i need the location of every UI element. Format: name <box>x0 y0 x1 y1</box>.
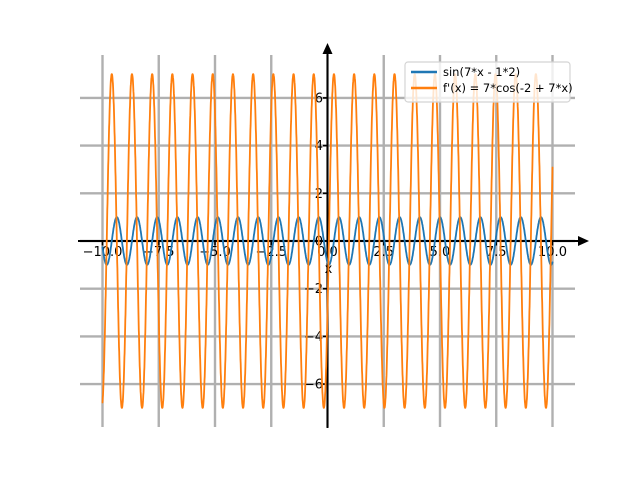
legend-label: f'(x) = 7*cos(-2 + 7*x) <box>443 81 573 95</box>
y-tick-label: 6 <box>315 91 323 106</box>
x-tick-label: 10.0 <box>538 245 567 260</box>
legend-label: sin(7*x - 1*2) <box>443 65 520 79</box>
y-axis-arrow-icon <box>322 43 333 54</box>
legend: sin(7*x - 1*2) f'(x) = 7*cos(-2 + 7*x) <box>404 61 573 103</box>
x-tick-label: 2.5 <box>373 245 394 260</box>
tick-marks <box>101 97 554 385</box>
legend-box <box>404 61 571 103</box>
series-line-derivative <box>101 73 554 409</box>
y-tick-label: 2 <box>315 187 323 202</box>
y-tick-label: −4 <box>304 330 323 345</box>
y-tick-label: 4 <box>315 139 323 154</box>
x-tick-label: 7.5 <box>486 245 507 260</box>
y-tick-label: −6 <box>304 378 323 393</box>
x-axis-arrow-icon <box>578 236 589 246</box>
series-curves <box>101 73 554 409</box>
